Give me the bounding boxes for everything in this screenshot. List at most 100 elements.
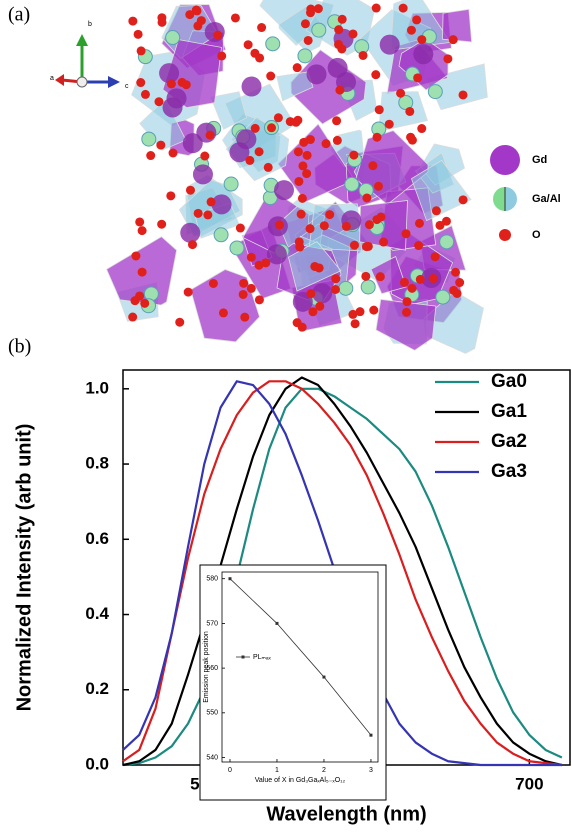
arrow-head xyxy=(76,34,88,46)
o-atom xyxy=(430,252,440,262)
inset-chart: 0 1 2 3 540 550 560 570 580 Value of X in Gd₃GaₓA… xyxy=(199,564,387,801)
o-atom xyxy=(306,8,316,18)
inset-background xyxy=(199,564,387,801)
gd-atom xyxy=(312,283,333,304)
plot-frame xyxy=(221,571,379,763)
o-atom xyxy=(458,195,468,205)
gd-polyhedron xyxy=(370,255,407,295)
o-atom xyxy=(399,277,409,287)
gd-atom xyxy=(266,244,287,265)
o-atom xyxy=(371,70,381,80)
o-atom xyxy=(154,97,164,107)
o-atom xyxy=(306,289,316,299)
o-atom xyxy=(369,305,379,315)
o-atom xyxy=(368,161,378,171)
gd-atom xyxy=(192,164,213,185)
axis-label: c xyxy=(125,83,129,90)
series-line xyxy=(122,387,563,767)
data-point xyxy=(369,733,373,737)
o-atom xyxy=(414,218,424,228)
y-tick-label: 0.8 xyxy=(85,454,109,473)
o-atom xyxy=(330,285,340,295)
o-atom xyxy=(417,124,427,134)
gd-polyhedron xyxy=(375,298,437,351)
o-atom xyxy=(349,240,359,250)
o-atom xyxy=(305,135,315,145)
o-atom xyxy=(156,140,166,150)
o-atom xyxy=(245,155,255,165)
series-line xyxy=(122,380,562,767)
o-atom xyxy=(243,40,253,50)
o-atom xyxy=(205,130,215,140)
legend-label: Ga2 xyxy=(491,431,527,452)
gd-atom xyxy=(379,34,400,55)
o-atom xyxy=(415,274,425,284)
o-atom xyxy=(291,117,301,127)
o-atom xyxy=(140,89,150,99)
y-axis-label: Normalized Intensity (arb unit) xyxy=(13,424,35,712)
legend-label: PLₘₐₓ xyxy=(253,654,272,661)
o-atom xyxy=(206,197,216,207)
x-axis-label: Wavelength (nm) xyxy=(266,803,426,825)
o-atom xyxy=(376,212,386,222)
o-atom xyxy=(250,123,260,133)
ga-atom xyxy=(338,280,354,296)
o-atom xyxy=(188,240,198,250)
o-atom xyxy=(294,176,304,186)
o-atom xyxy=(238,289,248,299)
data-point xyxy=(322,675,326,679)
crystal-structure xyxy=(106,0,488,354)
o-atom xyxy=(128,312,138,322)
o-atom xyxy=(406,25,416,35)
o-atom xyxy=(401,229,411,239)
o-atom xyxy=(137,267,147,277)
ga-atom xyxy=(223,176,239,192)
legend-swatch xyxy=(493,187,505,211)
x-tick-label: 700 xyxy=(515,774,543,793)
gd-atom xyxy=(159,63,180,84)
series-line xyxy=(229,578,372,736)
y-tick-label: 0.2 xyxy=(85,679,109,698)
o-atom xyxy=(402,307,412,317)
panel-label: (a) xyxy=(8,4,30,26)
gd-atom xyxy=(413,44,434,65)
o-atom xyxy=(321,139,331,149)
y-tick-label: 0.6 xyxy=(85,529,109,548)
o-atom xyxy=(240,312,250,322)
o-atom xyxy=(458,90,468,100)
o-atom xyxy=(402,297,412,307)
y-axis-label: Emission peak position xyxy=(203,631,210,703)
x-tick-label: 3 xyxy=(369,767,373,774)
legend-swatch xyxy=(490,145,520,175)
o-atom xyxy=(175,317,185,327)
o-atom xyxy=(413,73,423,83)
o-atom xyxy=(449,285,459,295)
o-atom xyxy=(297,193,307,203)
axis-label: b xyxy=(88,21,92,28)
o-atom xyxy=(332,116,342,126)
o-atom xyxy=(384,119,394,129)
panel-label: (b) xyxy=(8,336,31,358)
o-atom xyxy=(292,63,302,73)
o-atom xyxy=(361,271,371,281)
axis-label: a xyxy=(50,75,54,82)
o-atom xyxy=(296,209,306,219)
o-atom xyxy=(200,151,210,161)
legend-swatch xyxy=(499,229,511,241)
o-atom xyxy=(396,88,406,98)
o-atom xyxy=(375,272,385,282)
o-atom xyxy=(455,278,465,288)
o-atom xyxy=(405,106,415,116)
x-tick-label: 1 xyxy=(275,767,279,774)
o-atom xyxy=(140,298,150,308)
o-atom xyxy=(374,105,384,115)
y-tick-label: 550 xyxy=(206,710,218,717)
o-atom xyxy=(372,132,382,142)
o-atom xyxy=(407,283,417,293)
o-atom xyxy=(185,10,195,20)
o-atom xyxy=(217,51,227,61)
o-atom xyxy=(135,291,145,301)
ga-atom xyxy=(435,289,451,305)
gd-polyhedron xyxy=(442,8,473,43)
